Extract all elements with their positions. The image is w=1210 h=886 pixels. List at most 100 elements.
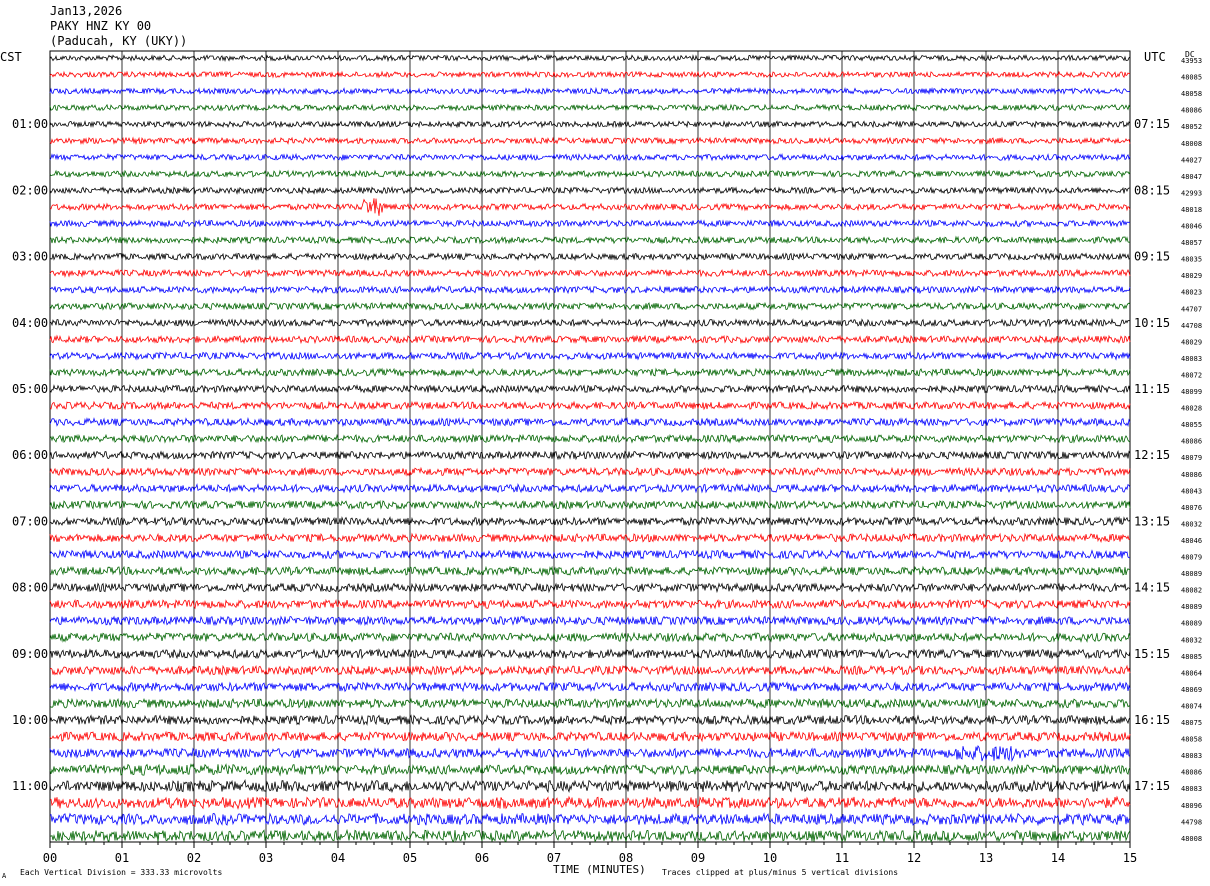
seismic-trace [49,697,1131,710]
seismic-trace [49,532,1131,544]
x-tick-label: 10 [763,851,777,865]
seismic-trace [49,549,1131,560]
x-tick-label: 12 [907,851,921,865]
x-tick-label: 09 [691,851,705,865]
seismic-trace [49,301,1131,311]
seismic-trace [49,730,1131,743]
seismic-trace [49,515,1131,527]
dc-value: 48085 [1181,653,1202,661]
plot-grid [49,50,1131,843]
seismic-trace [49,384,1131,394]
seismic-trace [49,400,1131,411]
dc-value: 48018 [1181,206,1202,214]
dc-value: 48029 [1181,338,1202,346]
seismic-trace [49,745,1131,763]
seismic-trace [49,828,1131,843]
dc-value: 48058 [1181,90,1202,98]
x-axis: 00 01 02 03 04 05 06 07 08 09 10 11 12 13 14 15 [43,842,1137,865]
seismic-trace [49,483,1131,494]
dc-value: 44707 [1181,305,1202,313]
left-time-label: 03:00 [12,250,48,264]
dc-value: 48083 [1181,785,1202,793]
seismic-trace [49,812,1131,827]
dc-value: 43953 [1181,57,1202,65]
right-time-label: 13:15 [1134,514,1170,528]
right-time-label: 10:15 [1134,316,1170,330]
dc-value: 48089 [1181,570,1202,578]
left-time-labels: 01:00 02:00 03:00 04:00 05:00 06:00 07:00 08:00… [12,117,48,793]
dc-value: 48047 [1181,173,1202,181]
dc-value: 48052 [1181,123,1202,131]
seismic-trace [49,53,1131,63]
seismic-trace [49,318,1131,328]
seismic-trace [49,284,1131,295]
left-zone-label: CST [0,50,22,64]
header-date: Jan13,2026 [50,4,122,18]
seismic-trace [49,565,1131,577]
dc-value: 48043 [1181,487,1202,495]
left-time-label: 06:00 [12,448,48,462]
seismic-trace [49,648,1131,660]
seismic-trace [49,152,1131,162]
right-time-labels: 07:15 08:15 09:15 10:15 11:15 12:15 13:15 14:15… [1134,117,1170,793]
dc-value-labels: 43953 48085 48058 48086 48052 48008 44027 48047… [1181,57,1202,843]
dc-value: 44798 [1181,818,1202,826]
x-tick-label: 03 [259,851,273,865]
seismic-trace [49,499,1131,511]
dc-value: 48069 [1181,686,1202,694]
dc-value: 48083 [1181,752,1202,760]
right-time-label: 07:15 [1134,117,1170,131]
seismic-trace [49,631,1131,643]
header-station: PAKY HNZ KY 00 [50,19,151,33]
right-time-label: 17:15 [1134,779,1170,793]
left-time-label: 05:00 [12,382,48,396]
seismic-trace [49,433,1131,444]
dc-value: 48082 [1181,587,1202,595]
dc-value: 44027 [1181,156,1202,164]
seismic-trace [49,186,1130,195]
dc-value: 48074 [1181,702,1202,710]
left-time-label: 02:00 [12,183,48,197]
seismic-trace [49,714,1131,726]
dc-value: 48028 [1181,405,1202,413]
seismic-trace [49,219,1131,228]
x-tick-label: 01 [115,851,129,865]
dc-value: 44708 [1181,322,1202,330]
dc-value: 48046 [1181,537,1202,545]
dc-value: 48023 [1181,289,1202,297]
seismic-trace [49,795,1131,810]
right-time-label: 12:15 [1134,448,1170,462]
left-time-label: 01:00 [12,117,48,131]
right-time-label: 11:15 [1134,382,1170,396]
x-tick-label: 14 [1051,851,1065,865]
seismic-trace [49,334,1131,345]
dc-value: 48058 [1181,736,1202,744]
corner-mark: A [2,872,7,880]
seismic-trace [49,763,1131,777]
seismic-trace [49,598,1131,610]
seismic-trace [49,615,1131,627]
seismic-trace [49,86,1131,96]
seismic-trace [49,136,1131,145]
right-time-label: 16:15 [1134,713,1170,727]
dc-value: 42993 [1181,189,1202,197]
dc-value: 48086 [1181,471,1202,479]
seismic-trace [49,198,1131,216]
seismic-trace [49,417,1131,428]
header-location: (Paducah, KY (UKY)) [50,34,187,48]
x-tick-label: 04 [331,851,345,865]
x-tick-label: 13 [979,851,993,865]
dc-value: 48076 [1181,504,1202,512]
dc-value: 48099 [1181,388,1202,396]
x-tick-label: 07 [547,851,561,865]
dc-value: 48029 [1181,272,1202,280]
x-axis-label: TIME (MINUTES) [553,863,646,876]
x-tick-label: 15 [1123,851,1137,865]
seismic-trace [49,70,1131,79]
dc-label: DC [1185,50,1195,59]
left-time-label: 04:00 [12,316,48,330]
dc-value: 48086 [1181,769,1202,777]
seismic-trace [49,235,1131,245]
right-time-label: 08:15 [1134,183,1170,197]
